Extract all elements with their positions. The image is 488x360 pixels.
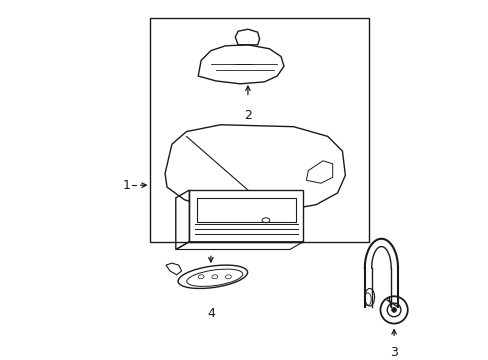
Bar — [150, 18, 368, 242]
Circle shape — [391, 307, 396, 312]
Text: 4: 4 — [206, 307, 214, 320]
Text: 1: 1 — [123, 179, 131, 192]
Bar — [197, 198, 295, 222]
Bar — [189, 190, 303, 242]
Text: 3: 3 — [389, 346, 397, 359]
Text: 2: 2 — [244, 109, 251, 122]
